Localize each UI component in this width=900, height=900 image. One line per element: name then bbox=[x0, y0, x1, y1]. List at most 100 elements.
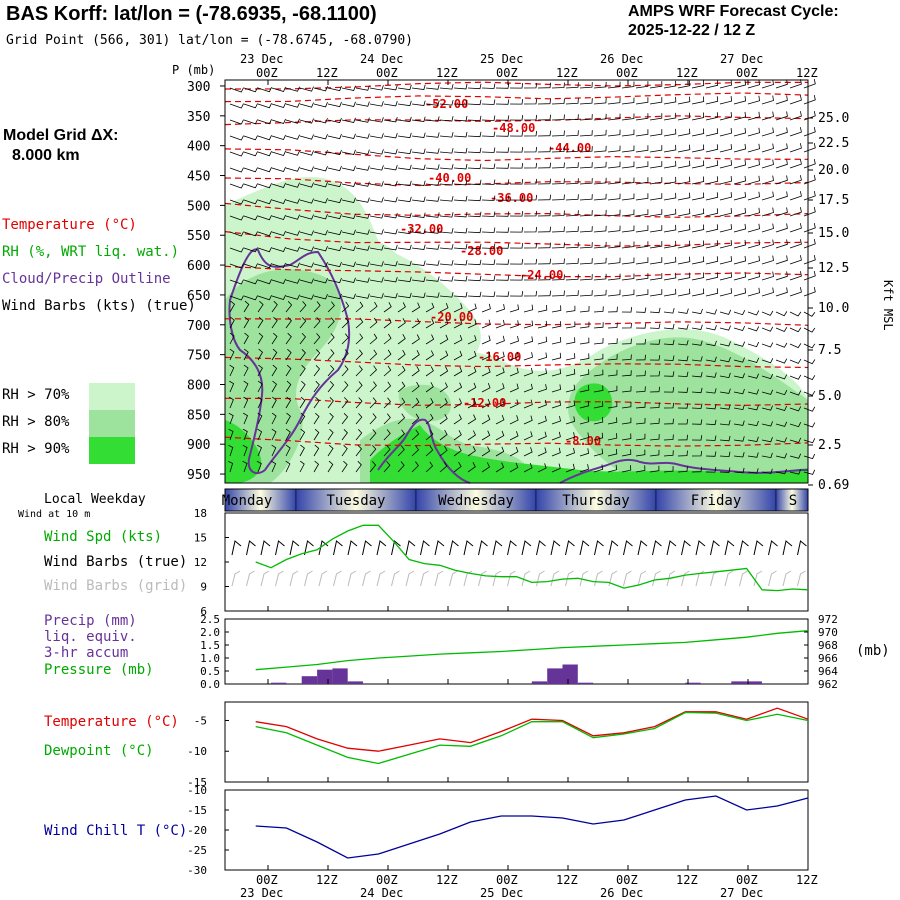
wind-barb bbox=[775, 390, 788, 396]
wind-barb bbox=[551, 194, 565, 201]
precip-bar bbox=[317, 669, 333, 684]
wind-barb bbox=[467, 211, 482, 218]
wind-barb bbox=[271, 332, 278, 345]
wind-barb bbox=[733, 436, 745, 442]
wind-barb bbox=[789, 390, 802, 396]
wind-barb bbox=[397, 276, 412, 283]
wind-barb bbox=[677, 240, 691, 249]
wind-barb bbox=[257, 247, 272, 253]
wind-barb bbox=[355, 381, 363, 393]
wind-barb bbox=[803, 422, 816, 428]
wind-barb bbox=[257, 215, 272, 221]
wind-subtitle: Wind at 10 m bbox=[18, 509, 91, 520]
wind-barb bbox=[719, 435, 731, 442]
wind-barb bbox=[747, 405, 759, 411]
wind-barb bbox=[663, 308, 675, 314]
wind-barb bbox=[677, 340, 689, 346]
wind-barb bbox=[677, 466, 688, 473]
wind-barb bbox=[523, 352, 533, 361]
wind-barb bbox=[495, 99, 510, 105]
wind-barb bbox=[411, 212, 426, 218]
gridpoint-subtitle: Grid Point (566, 301) lat/lon = (-78.674… bbox=[6, 33, 413, 48]
wind-barb-true bbox=[289, 540, 300, 556]
wind-barb bbox=[691, 224, 705, 233]
wind-barb bbox=[229, 231, 244, 237]
wind-barb bbox=[271, 150, 286, 156]
wind-barb bbox=[271, 230, 286, 236]
wind-barb bbox=[397, 260, 412, 267]
wind-barb bbox=[663, 224, 677, 233]
wind-barb bbox=[719, 144, 733, 153]
temp-contour-label-7: -24.00 bbox=[520, 268, 563, 282]
wind-barb bbox=[341, 245, 356, 251]
wind-barb bbox=[313, 214, 328, 220]
wind-barb bbox=[299, 294, 314, 300]
wind-barb bbox=[733, 325, 746, 331]
wind-barb bbox=[439, 334, 449, 345]
wind-barb bbox=[425, 445, 434, 457]
wind-barb bbox=[677, 403, 689, 409]
wind-barb bbox=[355, 133, 370, 139]
weekday-label: Thursday bbox=[562, 493, 629, 509]
wind-barb bbox=[537, 98, 551, 105]
wind-barb bbox=[425, 164, 440, 170]
wind-barb bbox=[579, 432, 590, 441]
wind-barb bbox=[635, 323, 647, 329]
wind-barb-true bbox=[724, 540, 735, 556]
temp-ytick: -15 bbox=[187, 776, 207, 789]
wind-barb bbox=[313, 301, 321, 313]
wind-barb bbox=[243, 231, 258, 237]
wind-barb bbox=[327, 301, 335, 313]
wind-barb-true bbox=[434, 540, 445, 556]
wind-barb bbox=[789, 453, 802, 459]
wind-barb bbox=[425, 148, 440, 154]
wind-barb bbox=[607, 161, 621, 169]
temp-contour-4 bbox=[224, 177, 809, 187]
wind-barb bbox=[523, 98, 538, 105]
wind-barb bbox=[537, 431, 547, 441]
wind-barb bbox=[719, 272, 733, 281]
wind-barb-grid bbox=[681, 570, 690, 587]
wind-barb bbox=[551, 431, 561, 441]
wind-barb-grid bbox=[449, 570, 458, 587]
wind-barb bbox=[705, 144, 719, 153]
wind-barb-grid bbox=[492, 570, 502, 587]
wind-barb bbox=[383, 260, 398, 267]
wind-barb bbox=[509, 351, 519, 361]
wind-barb bbox=[257, 412, 263, 425]
wind-barb bbox=[733, 271, 747, 281]
wind-barb bbox=[341, 429, 348, 441]
wind-barb bbox=[607, 448, 618, 457]
wind-barb bbox=[229, 119, 244, 125]
wind-barb bbox=[691, 466, 702, 473]
wind-barb bbox=[719, 451, 731, 458]
temp-contour-5 bbox=[224, 202, 809, 218]
wind-barb bbox=[789, 175, 802, 185]
wind-barb bbox=[523, 415, 533, 425]
wind-barb bbox=[425, 302, 435, 313]
wind-barb bbox=[593, 369, 604, 377]
temperature-line bbox=[255, 707, 809, 752]
wind-barb bbox=[789, 127, 802, 137]
wind-barb bbox=[383, 445, 391, 457]
wind-barb bbox=[691, 96, 705, 105]
wind-barb bbox=[369, 397, 377, 409]
wind-barb bbox=[523, 194, 538, 201]
wind-barb bbox=[467, 131, 482, 138]
wind-barb bbox=[663, 450, 674, 457]
precip-ytick: 0.0 bbox=[200, 678, 220, 691]
precip-bar bbox=[531, 681, 548, 684]
wind-barb bbox=[705, 160, 719, 169]
wind-barb bbox=[691, 419, 703, 425]
wind-barb bbox=[453, 414, 462, 425]
wind-barb bbox=[663, 355, 675, 361]
wind-barb bbox=[523, 210, 538, 217]
wind-barb bbox=[467, 99, 482, 106]
wind-barb-grid bbox=[797, 570, 806, 587]
wind-barb bbox=[481, 430, 491, 441]
wind-barb bbox=[467, 303, 477, 313]
precip-bar bbox=[577, 682, 594, 684]
wind-barb bbox=[635, 241, 649, 249]
wind-barb bbox=[705, 192, 719, 201]
wind-barb bbox=[341, 301, 350, 313]
